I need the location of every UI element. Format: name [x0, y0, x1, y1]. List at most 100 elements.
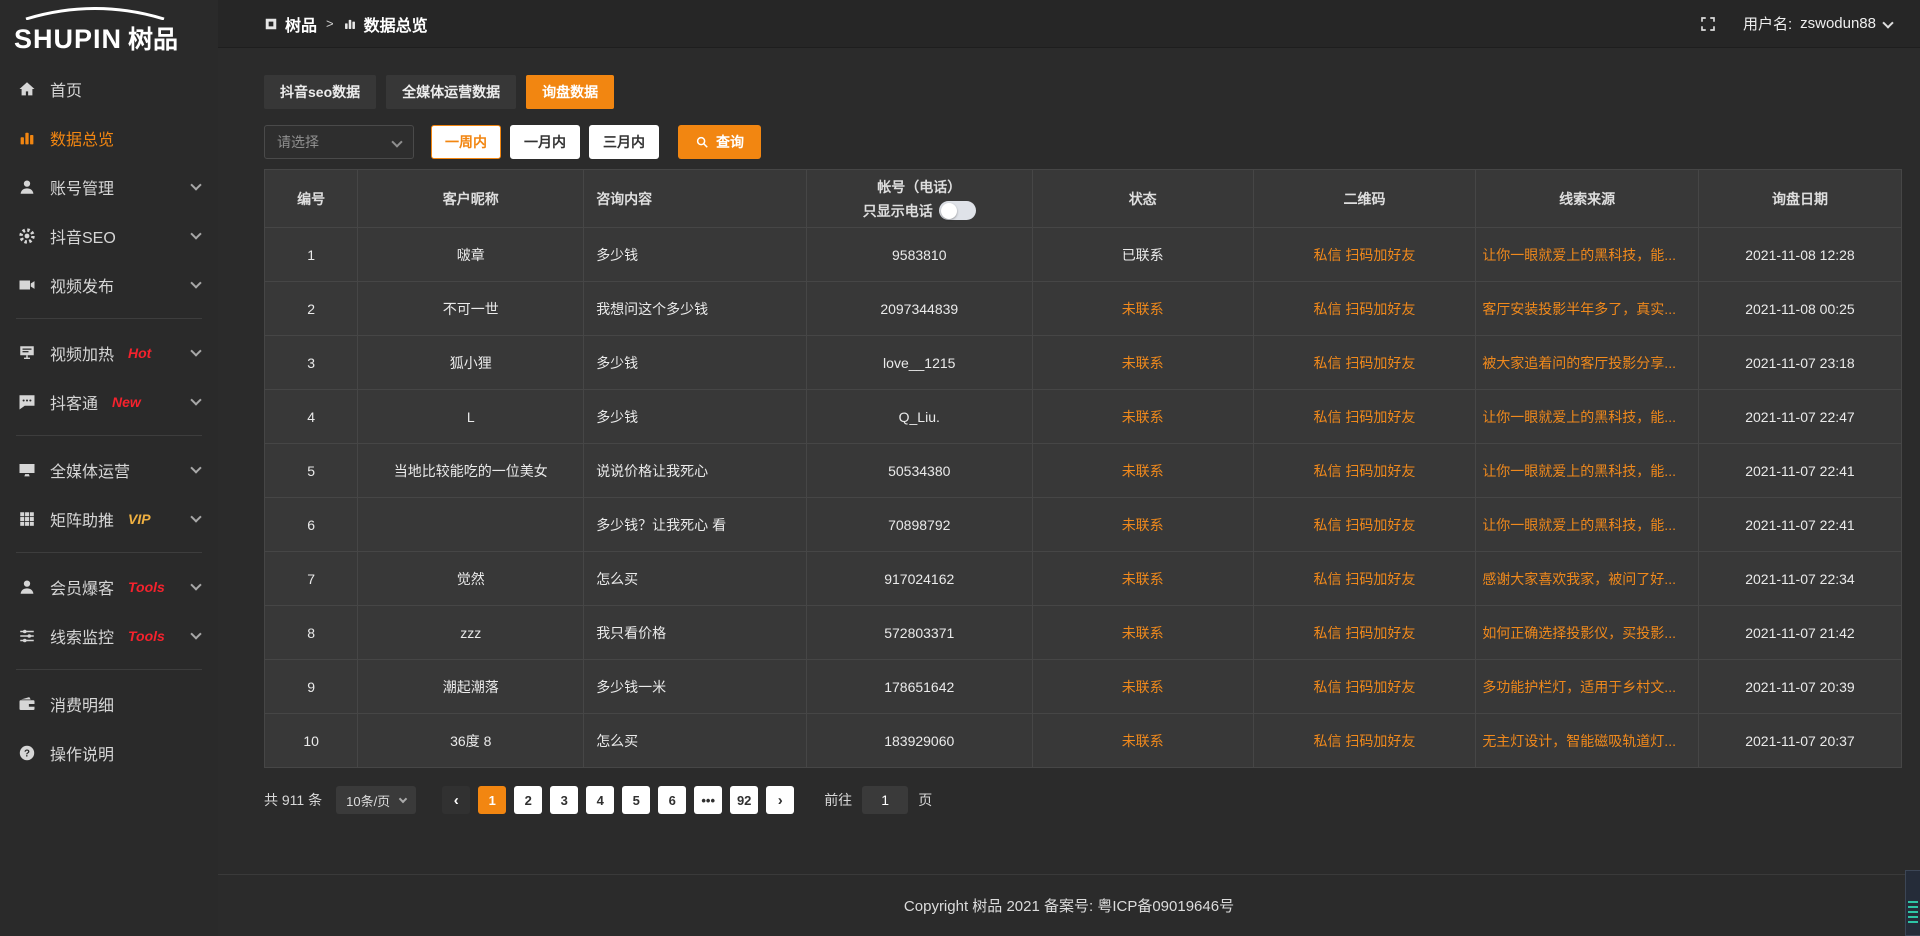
- cell-account: 9583810: [805, 227, 1033, 282]
- cell-content: 多少钱一米: [583, 659, 807, 714]
- monitor-icon: [18, 461, 36, 479]
- cell-status: 已联系: [1031, 227, 1254, 282]
- qr-friend-link[interactable]: 私信 扫码加好友: [1313, 462, 1416, 479]
- table-row: 6 多少钱？让我死心 看 70898792 未联系 私信 扫码加好友 让你一眼就爱上的黑科…: [263, 497, 1903, 552]
- app-square-icon: [264, 17, 278, 31]
- next-page-button[interactable]: ›: [766, 786, 795, 814]
- phone-only-toggle[interactable]: [938, 201, 976, 220]
- cell-status: 未联系: [1031, 443, 1254, 498]
- cell-content: 多少钱: [583, 335, 807, 390]
- sidebar-item-member-baoke[interactable]: 会员爆客 Tools: [0, 562, 218, 611]
- table-row: 7 觉然 怎么买 917024162 未联系 私信 扫码加好友 感谢大家喜欢我家，被问了好.…: [263, 551, 1903, 606]
- page-button-6[interactable]: 6: [658, 786, 687, 814]
- page-button-3[interactable]: 3: [550, 786, 579, 814]
- goto-page-input[interactable]: [862, 786, 909, 814]
- page-button-4[interactable]: 4: [586, 786, 615, 814]
- source-link[interactable]: 让你一眼就爱上的黑科技，能...: [1482, 516, 1676, 533]
- sidebar-item-account-management[interactable]: 账号管理: [0, 162, 218, 211]
- source-link[interactable]: 让你一眼就爱上的黑科技，能...: [1482, 246, 1676, 263]
- row-no: 9: [263, 659, 359, 714]
- logo-arc: [25, 7, 165, 20]
- cell-date: 2021-11-07 20:37: [1697, 713, 1903, 768]
- cell-source: 多功能护栏灯，适用于乡村文...: [1475, 659, 1699, 714]
- filter-select[interactable]: 请选择: [264, 125, 414, 159]
- status-badge: 未联系: [1121, 732, 1164, 749]
- sidebar-item-consumption-detail[interactable]: 消费明细: [0, 679, 218, 728]
- range-button-2[interactable]: 三月内: [589, 125, 659, 159]
- cell-account: 178651642: [805, 659, 1033, 714]
- page-button-2[interactable]: 2: [514, 786, 543, 814]
- cell-account: love__1215: [805, 335, 1033, 390]
- badge-new: New: [112, 393, 141, 410]
- sidebar-item-video-publish[interactable]: 视频发布: [0, 260, 218, 309]
- phone-only-label: 只显示电话: [862, 202, 933, 219]
- page-ellipsis-button[interactable]: •••: [694, 786, 723, 814]
- qr-friend-link[interactable]: 私信 扫码加好友: [1313, 678, 1416, 695]
- source-link[interactable]: 感谢大家喜欢我家，被问了好...: [1482, 570, 1676, 587]
- fullscreen-icon[interactable]: [1699, 15, 1717, 33]
- breadcrumb-separator: >: [326, 16, 334, 31]
- cell-qrcode: 私信 扫码加好友: [1252, 659, 1477, 714]
- source-link[interactable]: 让你一眼就爱上的黑科技，能...: [1482, 462, 1676, 479]
- prev-page-button[interactable]: ‹: [442, 786, 471, 814]
- sidebar-item-douyin-seo[interactable]: 抖音SEO: [0, 211, 218, 260]
- cell-content: 怎么买: [583, 551, 807, 606]
- screen-icon: [18, 344, 36, 362]
- breadcrumb-root[interactable]: 树品: [285, 17, 318, 35]
- row-no: 4: [263, 389, 359, 444]
- search-icon: [696, 136, 708, 148]
- source-link[interactable]: 如何正确选择投影仪，买投影...: [1482, 624, 1676, 641]
- breadcrumb-current[interactable]: 数据总览: [363, 17, 428, 35]
- page-size-select[interactable]: 10条/页: [336, 786, 417, 814]
- qr-friend-link[interactable]: 私信 扫码加好友: [1313, 570, 1416, 587]
- tab-douyin-seo-data[interactable]: 抖音seo数据: [264, 75, 377, 109]
- wallet-icon: [18, 695, 36, 713]
- table-row: 10 36度 8 怎么买 183929060 未联系 私信 扫码加好友 无主灯设计，智能磁吸…: [263, 713, 1903, 768]
- source-link[interactable]: 客厅安装投影半年多了，真实...: [1482, 300, 1676, 317]
- status-badge: 未联系: [1121, 678, 1164, 695]
- row-no: 6: [263, 497, 359, 552]
- sidebar-item-douketong[interactable]: 抖客通 New: [0, 377, 218, 426]
- page-button-92[interactable]: 92: [730, 786, 759, 814]
- status-badge: 已联系: [1121, 246, 1164, 263]
- cell-nickname: 觉然: [357, 551, 585, 606]
- source-link[interactable]: 多功能护栏灯，适用于乡村文...: [1482, 678, 1676, 695]
- date-range-group: 一周内 一月内 三月内: [431, 125, 659, 159]
- qr-friend-link[interactable]: 私信 扫码加好友: [1313, 408, 1416, 425]
- source-link[interactable]: 无主灯设计，智能磁吸轨道灯...: [1482, 732, 1676, 749]
- tab-inquiry-data[interactable]: 询盘数据: [526, 75, 615, 109]
- topbar: 树品 > 数据总览 用户名: zswodun88: [218, 0, 1920, 48]
- sidebar-item-clue-monitor[interactable]: 线索监控 Tools: [0, 611, 218, 660]
- chevron-down-icon: [190, 578, 202, 591]
- source-link[interactable]: 让你一眼就爱上的黑科技，能...: [1482, 408, 1676, 425]
- username-value: zswodun88: [1800, 15, 1876, 32]
- sidebar-item-home[interactable]: 首页: [0, 64, 218, 113]
- source-link[interactable]: 被大家追着问的客厅投影分享...: [1482, 354, 1676, 371]
- sidebar-item-omni-media[interactable]: 全媒体运营: [0, 445, 218, 494]
- qr-friend-link[interactable]: 私信 扫码加好友: [1313, 300, 1416, 317]
- qr-friend-link[interactable]: 私信 扫码加好友: [1313, 732, 1416, 749]
- qr-friend-link[interactable]: 私信 扫码加好友: [1313, 246, 1416, 263]
- cell-source: 让你一眼就爱上的黑科技，能...: [1475, 443, 1699, 498]
- person-icon: [18, 578, 36, 596]
- range-button-1[interactable]: 一月内: [510, 125, 580, 159]
- sidebar-item-video-heat[interactable]: 视频加热 Hot: [0, 328, 218, 377]
- sidebar-menu: 首页 数据总览 账号管理 抖音SEO 视频发布视频加热 Hot 抖客通 New 全媒体运营 矩阵助…: [0, 58, 218, 777]
- table-row: 1 啵章 多少钱 9583810 已联系 私信 扫码加好友 让你一眼就爱上的黑科技，能...…: [263, 227, 1903, 282]
- range-button-0[interactable]: 一周内: [431, 125, 501, 159]
- sidebar-item-matrix-boost[interactable]: 矩阵助推 VIP: [0, 494, 218, 543]
- qr-friend-link[interactable]: 私信 扫码加好友: [1313, 354, 1416, 371]
- username-label: 用户名:: [1742, 16, 1793, 33]
- qr-friend-link[interactable]: 私信 扫码加好友: [1313, 624, 1416, 641]
- bar-chart-icon: [18, 129, 36, 147]
- chat-icon: [18, 393, 36, 411]
- cell-qrcode: 私信 扫码加好友: [1252, 497, 1477, 552]
- page-button-1[interactable]: 1: [478, 786, 507, 814]
- sidebar-item-operation-guide[interactable]: ? 操作说明: [0, 728, 218, 777]
- user-dropdown[interactable]: 用户名: zswodun88: [1742, 13, 1894, 34]
- qr-friend-link[interactable]: 私信 扫码加好友: [1313, 516, 1416, 533]
- query-button[interactable]: 查询: [678, 125, 761, 159]
- sidebar-item-data-overview[interactable]: 数据总览: [0, 113, 218, 162]
- page-button-5[interactable]: 5: [622, 786, 651, 814]
- tab-omni-media-data[interactable]: 全媒体运营数据: [386, 75, 517, 109]
